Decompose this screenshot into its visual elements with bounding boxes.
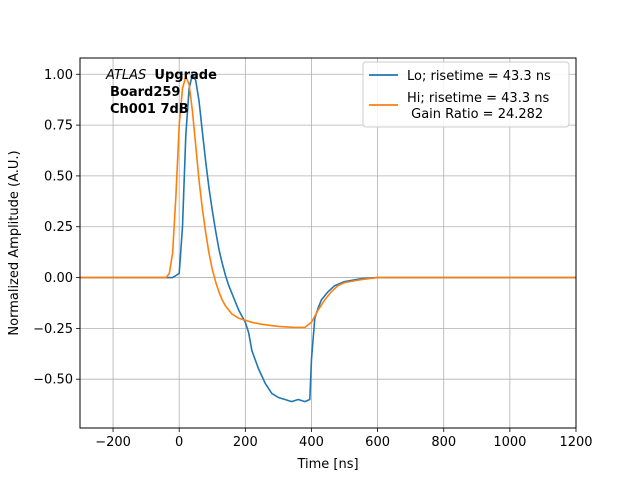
- annotation-line-2: Board259: [110, 85, 180, 100]
- y-tick-label: −0.50: [33, 373, 73, 388]
- atlas-annotation: ATLAS Upgrade Board259 Ch001 7dB: [105, 68, 217, 117]
- plot-frame: [79, 57, 577, 429]
- y-tick-label: 0.50: [44, 169, 73, 184]
- series-layer: [80, 73, 576, 403]
- series-line-lo: [80, 73, 576, 403]
- y-tick-label: 0.25: [44, 220, 73, 235]
- legend-label-hi: Hi; risetime = 43.3 ns Gain Ratio = 24.2…: [407, 91, 549, 122]
- ticks: −200 0 200 400 600 800 1000 1200 −0.50 −0.25 0.00 0…: [33, 68, 592, 450]
- x-tick-label: 200: [233, 435, 258, 450]
- annotation-italic: ATLAS: [105, 68, 146, 83]
- y-tick-label: 0.75: [44, 119, 73, 134]
- x-tick-label: 1000: [493, 435, 526, 450]
- x-tick-label: 800: [431, 435, 456, 450]
- y-tick-label: −0.25: [33, 322, 73, 337]
- x-axis-label: Time [ns]: [296, 457, 358, 472]
- annotation-line-3: Ch001 7dB: [110, 102, 189, 117]
- x-tick-label: 400: [299, 435, 324, 450]
- series-line-hi: [80, 75, 576, 329]
- annotation-bold-1: Upgrade: [154, 68, 217, 83]
- x-tick-label: 600: [365, 435, 390, 450]
- legend-label-hi-line: Hi; risetime = 43.3 ns: [407, 91, 549, 106]
- legend-box: [362, 61, 570, 128]
- legend: Lo; risetime = 43.3 ns Hi; risetime = 43…: [362, 61, 570, 128]
- legend-label-lo: Lo; risetime = 43.3 ns: [407, 69, 551, 84]
- x-tick-label: 1200: [559, 435, 592, 450]
- y-axis-label: Normalized Amplitude (A.U.): [7, 150, 22, 335]
- y-tick-label: 1.00: [44, 68, 73, 83]
- x-tick-label: −200: [95, 435, 131, 450]
- y-tick-label: 0.00: [44, 271, 73, 286]
- legend-label-hi-line: Gain Ratio = 24.282: [407, 107, 543, 122]
- annotation-line-1: ATLAS Upgrade: [105, 68, 217, 83]
- x-tick-label: 0: [175, 435, 183, 450]
